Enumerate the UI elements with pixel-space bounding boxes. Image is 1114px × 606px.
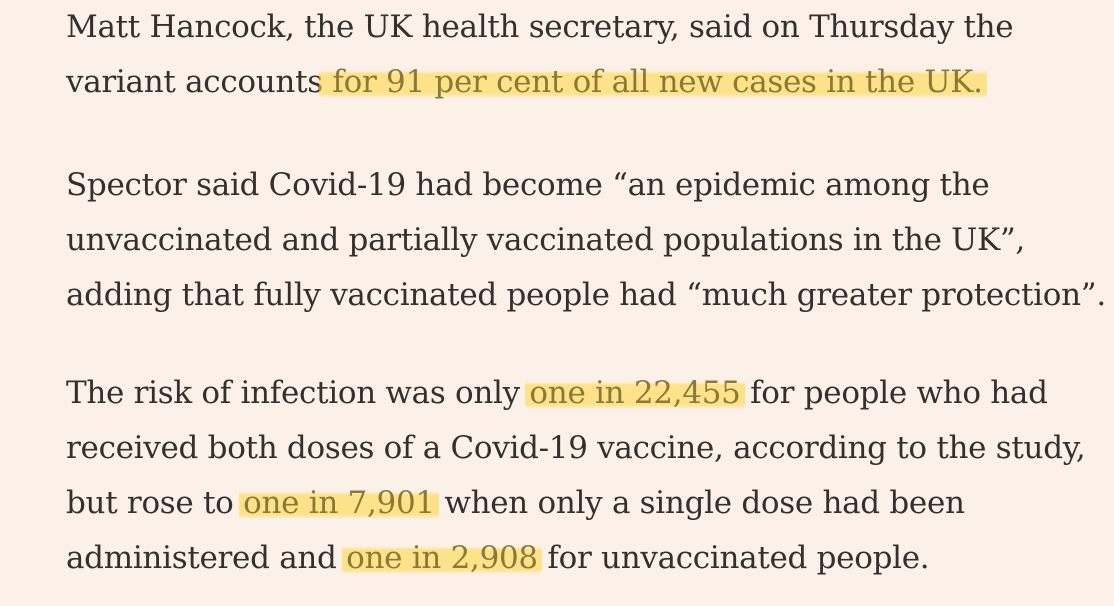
text-line: The risk of infection was only one in 22… [66,366,1085,421]
text-span: Matt Hancock, the UK health secretary, s… [66,9,1014,45]
text-line: Spector said Covid-19 had become “an epi… [66,158,1106,213]
text-span: when only a single dose had been [434,485,965,521]
highlighted-text: one in 7,901 [239,485,439,521]
paragraph-hancock: Matt Hancock, the UK health secretary, s… [66,0,1014,110]
highlighted-text: one in 22,455 [525,375,745,411]
text-line: but rose to one in 7,901 when only a sin… [66,476,1085,531]
text-span: received both doses of a Covid-19 vaccin… [66,430,1086,466]
text-span: but rose to [66,485,244,521]
text-line: variant accounts for 91 per cent of all … [66,55,1013,110]
text-line: received both doses of a Covid-19 vaccin… [66,421,1086,476]
text-span: The risk of infection was only [66,375,530,411]
text-span: adding that fully vaccinated people had … [66,277,1106,313]
highlighted-text: for 91 per cent of all new cases in the … [318,64,987,100]
text-span: for people who had [740,375,1048,411]
highlighted-text: one in 2,908 [342,540,542,576]
text-line: unvaccinated and partially vaccinated po… [66,213,1106,268]
text-line: adding that fully vaccinated people had … [66,268,1106,323]
text-span: unvaccinated and partially vaccinated po… [66,222,1025,258]
text-span: for unvaccinated people. [537,540,930,576]
text-span: administered and [66,540,347,576]
text-span: Spector said Covid-19 had become “an epi… [66,167,990,203]
text-line: Matt Hancock, the UK health secretary, s… [66,0,1014,55]
paragraph-spector: Spector said Covid-19 had become “an epi… [66,158,1106,323]
text-line: administered and one in 2,908 for unvacc… [66,531,1085,586]
text-span: variant accounts [66,64,323,100]
paragraph-infection-risk: The risk of infection was only one in 22… [66,366,1086,586]
